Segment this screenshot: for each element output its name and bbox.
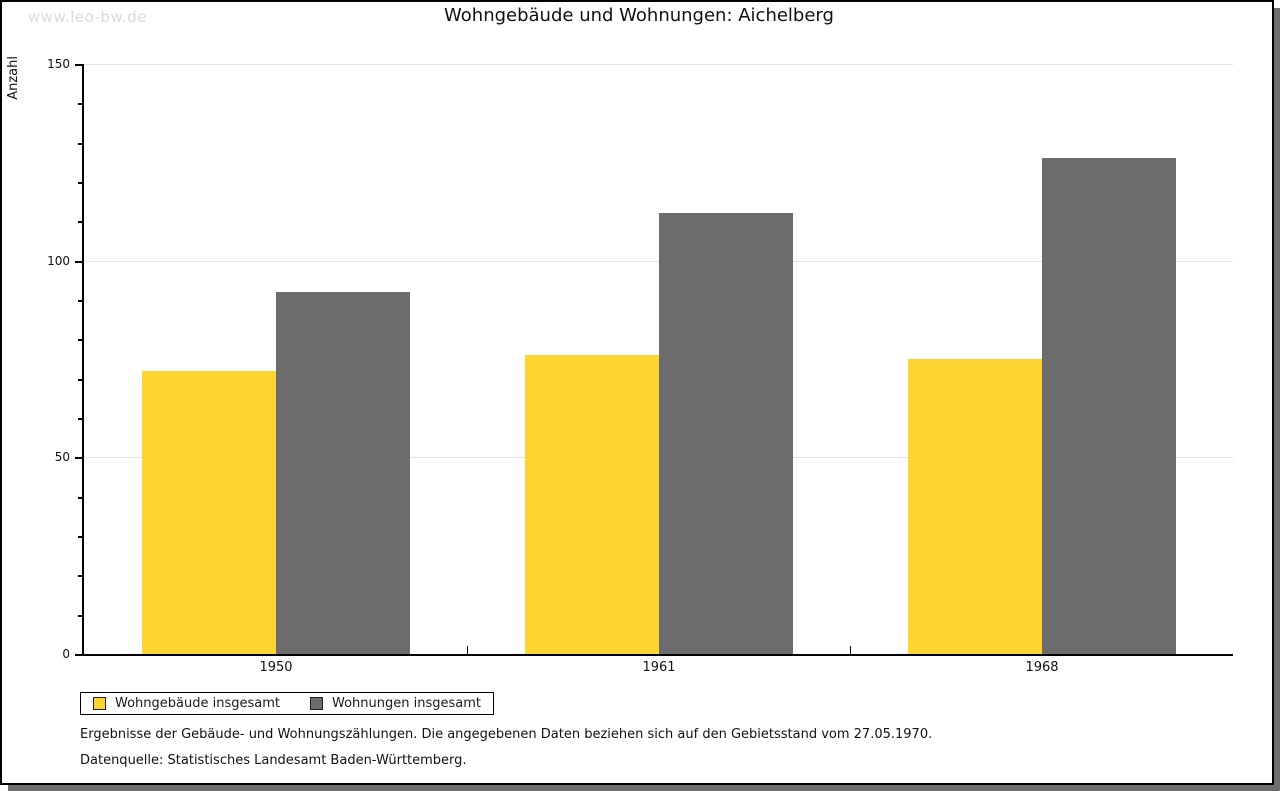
y-major-tick-50 <box>75 457 82 459</box>
y-axis-line <box>82 64 84 656</box>
bar-1961-wohnungen <box>659 213 793 654</box>
y-minor-tick-20 <box>78 575 82 577</box>
legend-swatch-yellow <box>93 697 106 710</box>
legend-label-wohnungen: Wohnungen insgesamt <box>332 696 481 711</box>
frame-shadow-bottom <box>8 785 1280 791</box>
y-minor-tick-90 <box>78 300 82 302</box>
gridline-100 <box>84 261 1233 262</box>
gridline-150 <box>84 64 1233 65</box>
y-minor-tick-130 <box>78 143 82 145</box>
bar-1950-wohnungen <box>276 292 410 654</box>
y-minor-tick-80 <box>78 339 82 341</box>
y-tick-label-100: 100 <box>47 254 70 268</box>
bar-1968-wohnungen <box>1042 158 1176 654</box>
bar-1950-wohngebaeude <box>142 371 276 654</box>
frame-shadow-right <box>1274 8 1280 785</box>
x-category-label-1961: 1961 <box>642 660 676 675</box>
y-tick-label-50: 50 <box>54 450 70 464</box>
y-minor-tick-110 <box>78 221 82 223</box>
footnote-data-source: Datenquelle: Statistisches Landesamt Bad… <box>80 753 467 768</box>
x-axis-line <box>82 654 1233 656</box>
bar-1968-wohngebaeude <box>908 359 1042 654</box>
y-minor-tick-60 <box>78 418 82 420</box>
chart-title: Wohngebäude und Wohnungen: Aichelberg <box>444 5 834 26</box>
y-tick-label-0: 0 <box>62 647 70 661</box>
x-boundary-tick-1 <box>467 646 468 654</box>
legend-swatch-gray <box>310 697 323 710</box>
y-minor-tick-10 <box>78 615 82 617</box>
x-category-label-1968: 1968 <box>1025 660 1059 675</box>
y-major-tick-0 <box>75 654 82 656</box>
bar-1961-wohngebaeude <box>525 355 659 654</box>
y-minor-tick-30 <box>78 536 82 538</box>
legend-label-wohngebaeude: Wohngebäude insgesamt <box>115 696 280 711</box>
watermark: www.leo-bw.de <box>28 8 147 26</box>
y-minor-tick-40 <box>78 497 82 499</box>
y-major-tick-150 <box>75 64 82 66</box>
legend-item-wohnungen: Wohnungen insgesamt <box>310 696 481 711</box>
legend-item-wohngebaeude: Wohngebäude insgesamt <box>93 696 280 711</box>
y-minor-tick-120 <box>78 182 82 184</box>
y-tick-label-150: 150 <box>47 57 70 71</box>
footnote-source-note: Ergebnisse der Gebäude- und Wohnungszähl… <box>80 727 933 742</box>
x-category-label-1950: 1950 <box>259 660 293 675</box>
y-minor-tick-140 <box>78 103 82 105</box>
legend: Wohngebäude insgesamt Wohnungen insgesam… <box>80 692 494 715</box>
y-minor-tick-70 <box>78 379 82 381</box>
x-boundary-tick-2 <box>850 646 851 654</box>
y-major-tick-100 <box>75 261 82 263</box>
